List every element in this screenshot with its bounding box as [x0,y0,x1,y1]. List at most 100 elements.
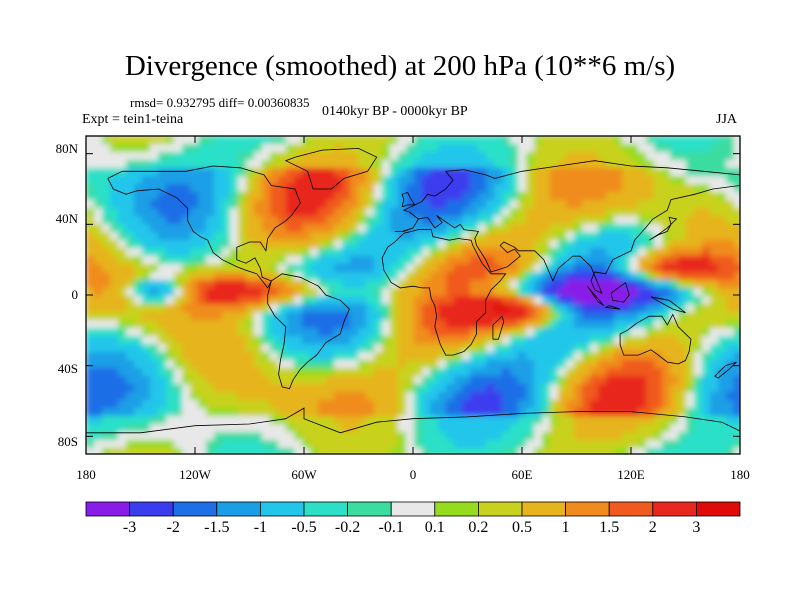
field-cell [678,200,687,209]
field-cell [574,192,583,201]
field-cell [190,200,199,209]
field-cell [270,264,279,273]
field-cell [350,360,359,369]
field-cell [358,352,367,361]
x-tick-label: 180 [76,467,96,482]
field-cell [190,288,199,297]
field-cell [238,152,247,161]
field-cell [558,296,567,305]
field-cell [182,304,191,313]
field-cell [238,312,247,321]
field-cell [174,416,183,425]
field-cell [230,184,239,193]
field-cell [582,312,591,321]
field-cell [86,408,95,417]
field-cell [558,232,567,241]
field-cell [558,288,567,297]
field-cell [254,328,263,337]
field-cell [622,168,631,177]
field-cell [246,144,255,153]
field-cell [110,432,119,441]
field-cell [326,136,335,145]
field-cell [542,320,551,329]
field-cell [382,296,391,305]
field-cell [230,312,239,321]
field-cell [198,136,207,145]
field-cell [374,408,383,417]
field-cell [702,352,711,361]
field-cell [502,160,511,169]
field-cell [182,408,191,417]
field-cell [294,248,303,257]
field-cell [214,328,223,337]
field-cell [566,168,575,177]
field-cell [318,280,327,289]
field-cell [734,136,740,145]
field-cell [302,448,311,454]
field-cell [494,320,503,329]
field-cell [94,432,103,441]
field-cell [294,424,303,433]
field-cell [214,216,223,225]
field-cell [582,224,591,233]
field-cell [342,448,351,454]
field-cell [182,192,191,201]
field-cell [470,296,479,305]
field-cell [662,192,671,201]
field-cell [214,352,223,361]
field-cell [158,320,167,329]
field-cell [166,256,175,265]
field-cell [86,264,95,273]
field-cell [454,432,463,441]
field-cell [206,144,215,153]
field-cell [686,224,695,233]
field-cell [366,272,375,281]
field-cell [350,376,359,385]
field-cell [662,440,671,449]
field-cell [438,352,447,361]
field-cell [454,304,463,313]
field-cell [374,288,383,297]
field-cell [166,192,175,201]
field-cell [414,424,423,433]
field-cell [254,256,263,265]
field-cell [542,328,551,337]
field-cell [126,272,135,281]
field-cell [390,136,399,145]
field-cell [582,264,591,273]
colorbar-swatch [565,501,610,517]
field-cell [406,400,415,409]
colorbar-swatch [303,501,348,517]
field-cell [302,280,311,289]
field-cell [430,376,439,385]
field-cell [630,216,639,225]
field-cell [110,384,119,393]
colorbar-swatch [347,501,392,517]
field-cell [422,328,431,337]
field-cell [398,448,407,454]
field-cell [486,384,495,393]
field-cell [502,408,511,417]
field-cell [230,160,239,169]
field-cell [134,424,143,433]
field-cell [414,200,423,209]
field-cell [670,232,679,241]
field-cell [334,216,343,225]
colorbar [85,501,741,517]
season-label: JJA [716,112,738,127]
field-cell [606,176,615,185]
field-cell [214,264,223,273]
field-cell [502,320,511,329]
field-cell [622,184,631,193]
field-cell [222,416,231,425]
field-cell [286,264,295,273]
field-cell [670,416,679,425]
field-cell [110,296,119,305]
field-cell [454,296,463,305]
field-cell [646,432,655,441]
field-cell [622,304,631,313]
field-cell [478,344,487,353]
field-cell [462,384,471,393]
field-cell [486,440,495,449]
field-cell [414,184,423,193]
